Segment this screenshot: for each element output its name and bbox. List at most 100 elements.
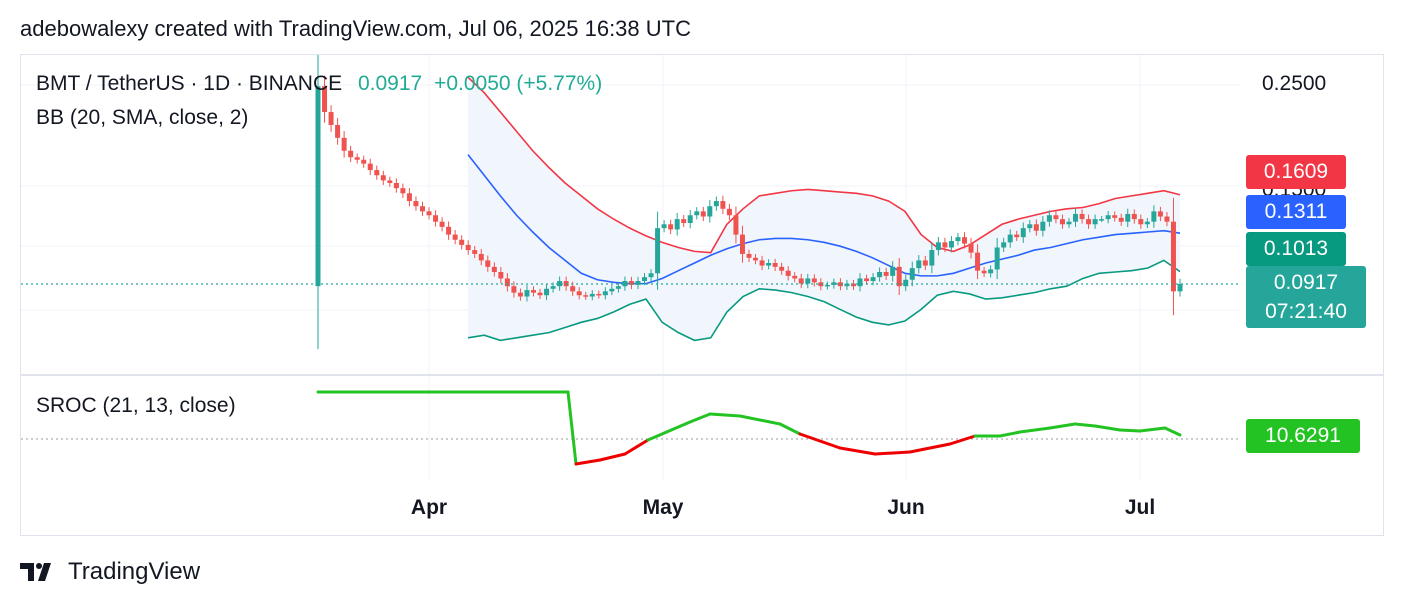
candle — [1007, 234, 1013, 243]
sroc-segment — [1118, 428, 1142, 433]
candle — [922, 260, 928, 266]
candle — [498, 272, 504, 279]
sroc-segment — [838, 446, 877, 456]
sroc-segment — [948, 434, 977, 446]
candle — [766, 262, 772, 266]
candle — [570, 286, 576, 292]
sroc-segment — [738, 414, 782, 426]
current-price-value: 0.0917 — [1273, 271, 1339, 294]
sroc-segment — [908, 442, 952, 454]
candle — [655, 228, 661, 274]
candle — [433, 215, 439, 222]
sroc-indicator-label: SROC (21, 13, close) — [36, 394, 236, 417]
candle — [720, 201, 726, 209]
sroc-segment — [798, 432, 842, 450]
candle — [988, 269, 994, 274]
candle — [700, 211, 706, 217]
candle — [1092, 219, 1098, 225]
candle — [537, 292, 543, 296]
candle — [1020, 228, 1026, 238]
candle — [367, 163, 373, 171]
candle — [426, 211, 432, 216]
candle — [753, 257, 759, 261]
candle — [478, 253, 484, 261]
price-axis-top-label: 0.2500 — [1262, 72, 1327, 95]
candle — [726, 208, 732, 216]
candle — [1118, 217, 1124, 222]
candle — [1001, 242, 1007, 248]
candle — [909, 268, 915, 280]
candle — [1033, 224, 1039, 231]
candle — [622, 281, 628, 287]
candle — [322, 86, 328, 113]
candle — [400, 188, 406, 194]
candle — [916, 260, 922, 269]
sroc-segment — [778, 422, 802, 436]
candle — [648, 273, 654, 278]
candle — [1170, 221, 1176, 292]
bb-basis-badge: 0.1311 — [1246, 195, 1346, 229]
candle — [1086, 219, 1092, 225]
candle — [380, 175, 386, 181]
candle — [531, 290, 536, 293]
sroc-segment — [598, 452, 627, 462]
candle — [668, 224, 674, 230]
candle — [609, 288, 615, 292]
candle — [661, 224, 667, 229]
sroc-segment — [1093, 424, 1122, 432]
candle — [419, 206, 425, 212]
candle — [739, 234, 745, 254]
candle — [687, 215, 693, 223]
sroc-segment — [873, 450, 912, 456]
candle — [628, 281, 634, 285]
candle — [459, 239, 465, 245]
candle — [341, 137, 347, 151]
candle — [1157, 211, 1163, 217]
candle — [759, 260, 765, 266]
candle — [504, 278, 510, 287]
candle — [877, 272, 883, 278]
candle-countdown: 07:21:40 — [1265, 300, 1347, 323]
candle — [1164, 216, 1170, 222]
candle — [602, 291, 608, 296]
candle — [335, 124, 341, 138]
candle — [785, 270, 791, 276]
footer: TradingView — [20, 558, 200, 586]
candle — [642, 277, 648, 282]
sroc-segment — [1163, 426, 1182, 437]
candle — [1125, 213, 1131, 222]
candle — [393, 182, 399, 189]
candle — [994, 247, 1000, 270]
candle — [890, 266, 896, 276]
candle — [981, 270, 987, 274]
candle — [1138, 219, 1144, 225]
sroc-segment — [646, 420, 692, 442]
candle — [870, 277, 876, 282]
chart-frame — [20, 54, 1384, 536]
candle — [857, 278, 863, 287]
candle — [798, 278, 804, 284]
candle — [635, 281, 641, 285]
candle — [805, 278, 811, 284]
candle — [439, 221, 445, 227]
bb-lower-badge: 0.1013 — [1246, 232, 1346, 266]
candle — [1099, 219, 1105, 221]
sroc-segment — [623, 438, 650, 456]
sroc-segment — [688, 412, 712, 424]
month-label-apr: Apr — [410, 496, 448, 519]
candle — [472, 250, 478, 254]
candle — [864, 278, 870, 282]
candle — [374, 170, 380, 176]
bb-basis-line — [467, 154, 1181, 285]
candle — [1046, 215, 1052, 222]
tradingview-brand-label: TradingView — [68, 558, 201, 585]
bb-upper-badge: 0.1609 — [1246, 155, 1346, 189]
candle — [674, 219, 680, 230]
candle — [883, 272, 889, 276]
bb-upper-line — [467, 76, 1181, 254]
tradingview-logo-icon — [20, 563, 51, 581]
month-label-jun: Jun — [887, 496, 925, 519]
candle — [896, 266, 902, 287]
symbol-label: BMT / TetherUS · 1D · BINANCE — [36, 72, 343, 95]
